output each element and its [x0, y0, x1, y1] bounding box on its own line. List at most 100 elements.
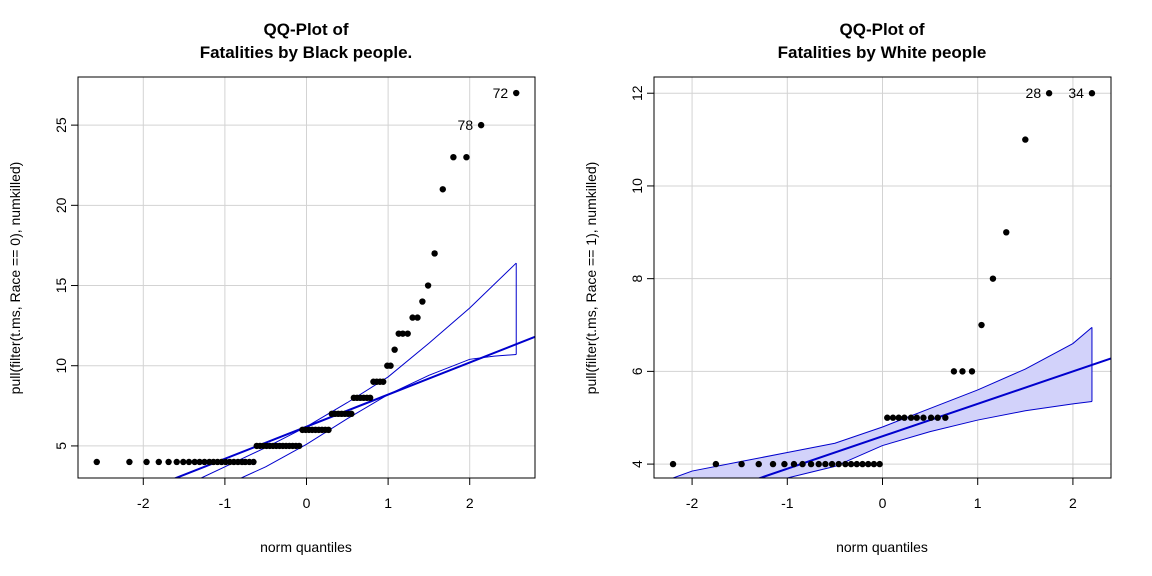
- x-axis-label: norm quantiles: [836, 539, 928, 555]
- data-point: [414, 314, 421, 321]
- y-tick-label: 15: [53, 278, 69, 294]
- data-point: [822, 460, 829, 468]
- data-point: [959, 368, 966, 375]
- data-point: [942, 414, 949, 421]
- chart-title-line2: Fatalities by Black people.: [200, 43, 413, 62]
- data-point: [889, 414, 897, 421]
- data-point: [790, 460, 798, 468]
- data-point: [835, 460, 842, 468]
- data-point: [126, 458, 133, 466]
- data-point: [295, 442, 303, 450]
- data-point: [185, 458, 193, 466]
- confidence-band-lower: [241, 353, 517, 478]
- y-tick-label: 8: [629, 275, 645, 283]
- x-tick-label: -2: [686, 495, 699, 511]
- data-point: [173, 458, 180, 466]
- point-label: 72: [493, 85, 509, 101]
- data-point: [968, 368, 976, 375]
- data-point: [870, 460, 878, 468]
- data-point: [781, 460, 788, 468]
- data-point: [847, 460, 855, 468]
- x-tick-label: -2: [137, 495, 150, 511]
- data-point: [1022, 136, 1029, 143]
- x-tick-label: 2: [1069, 495, 1077, 511]
- y-tick-label: 25: [53, 117, 69, 133]
- x-tick-label: 0: [879, 495, 887, 511]
- data-point: [950, 368, 958, 375]
- data-point: [463, 154, 470, 161]
- data-point: [419, 298, 426, 305]
- data-point: [165, 458, 172, 466]
- data-point: [191, 458, 198, 466]
- data-point: [387, 362, 394, 369]
- y-tick-label: 4: [629, 460, 645, 468]
- x-tick-label: 2: [466, 495, 474, 511]
- y-axis-label: pull(filter(t.ms, Race == 0), numkilled): [7, 162, 23, 395]
- data-point: [876, 460, 883, 468]
- plot-area: [669, 90, 1111, 478]
- data-point: [895, 414, 902, 421]
- data-point: [853, 460, 860, 468]
- data-point: [1045, 90, 1053, 97]
- data-point: [196, 458, 203, 466]
- data-point: [828, 460, 836, 468]
- data-point: [1088, 90, 1096, 97]
- point-label: 28: [1026, 85, 1042, 101]
- data-point: [409, 314, 416, 321]
- data-point: [769, 460, 777, 468]
- data-point: [669, 460, 677, 468]
- data-point: [1003, 229, 1010, 236]
- chart-title-line2: Fatalities by White people: [778, 43, 987, 62]
- y-tick-label: 10: [629, 178, 645, 194]
- data-point: [920, 414, 927, 421]
- y-tick-label: 5: [53, 442, 69, 450]
- data-point: [155, 458, 162, 466]
- data-point: [424, 282, 432, 289]
- data-point: [250, 458, 257, 466]
- x-tick-label: 1: [974, 495, 982, 511]
- data-point: [366, 394, 374, 401]
- x-tick-label: 0: [303, 495, 311, 511]
- point-label: 34: [1068, 85, 1084, 101]
- data-point: [859, 460, 866, 468]
- data-point: [807, 460, 815, 468]
- data-point: [439, 186, 446, 193]
- plot-area: [93, 89, 535, 478]
- data-point: [927, 414, 935, 421]
- chart-panel-black: QQ-Plot of Fatalities by Black people. n…: [7, 20, 536, 555]
- data-point: [399, 330, 406, 337]
- x-tick-label: 1: [384, 495, 392, 511]
- data-point: [799, 460, 806, 468]
- data-point: [865, 460, 872, 468]
- data-point: [380, 378, 387, 385]
- data-point: [477, 121, 485, 129]
- chart-panel-white: QQ-Plot of Fatalities by White people no…: [583, 20, 1112, 555]
- data-point: [815, 460, 822, 468]
- y-tick-label: 6: [629, 367, 645, 375]
- data-point: [348, 410, 355, 418]
- y-tick-label: 12: [629, 85, 645, 101]
- data-point: [325, 426, 332, 434]
- y-tick-label: 20: [53, 197, 69, 213]
- data-point: [755, 460, 762, 468]
- x-axis-label: norm quantiles: [260, 539, 352, 555]
- data-point: [143, 458, 150, 466]
- data-point: [404, 330, 411, 337]
- confidence-band-upper: [672, 326, 1093, 478]
- data-point: [93, 458, 100, 466]
- data-point: [391, 346, 398, 353]
- data-point: [431, 250, 438, 257]
- reference-line: [173, 335, 535, 478]
- x-tick-label: -1: [781, 495, 794, 511]
- data-point: [513, 89, 520, 97]
- chart-title-line1: QQ-Plot of: [264, 20, 349, 39]
- y-axis-label: pull(filter(t.ms, Race == 1), numkilled): [583, 162, 599, 395]
- x-tick-label: -1: [219, 495, 232, 511]
- data-point: [450, 154, 457, 161]
- data-point: [712, 460, 720, 468]
- data-point: [738, 460, 745, 468]
- data-point: [884, 414, 891, 421]
- chart-title-line1: QQ-Plot of: [840, 20, 925, 39]
- data-point: [934, 414, 941, 421]
